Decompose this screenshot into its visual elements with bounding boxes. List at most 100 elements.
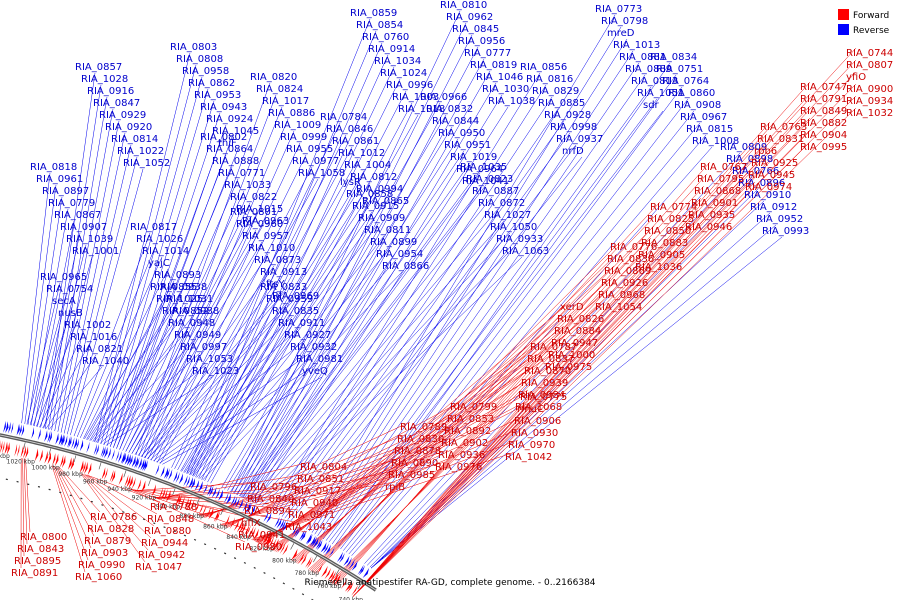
forward-leader-line — [158, 461, 311, 500]
forward-gene-label: RIA_0879 — [84, 536, 131, 547]
reverse-leader-line — [128, 214, 257, 453]
reverse-leader-line — [261, 256, 523, 507]
forward-gene-label: RIA_0830 — [397, 434, 444, 445]
reverse-gene-label: RIA_0860 — [668, 88, 715, 99]
reverse-leader-line — [93, 328, 189, 442]
tick-label: 980 kbp — [58, 471, 83, 478]
reverse-gene-label: RIA_0819 — [470, 60, 517, 71]
reverse-feature — [362, 567, 370, 578]
reverse-feature — [93, 443, 97, 456]
forward-feature — [208, 507, 214, 520]
reverse-feature — [165, 468, 170, 480]
reverse-feature — [357, 564, 364, 575]
reverse-gene-label: RIA_1031 — [166, 294, 213, 305]
forward-feature — [118, 472, 123, 485]
reverse-gene-label: RIA_1035 — [460, 162, 507, 173]
reverse-gene-label: RIA_0899 — [370, 237, 417, 248]
forward-gene-label: RIA_0968 — [598, 290, 645, 301]
forward-gene-label: RIA_0930 — [511, 428, 558, 439]
reverse-leader-line — [134, 253, 269, 455]
reverse-feature — [206, 484, 212, 496]
reverse-leader-line — [237, 34, 473, 496]
reverse-feature — [203, 483, 208, 495]
forward-feature — [346, 581, 354, 593]
reverse-gene-label: yajC — [148, 258, 170, 269]
reverse-feature — [75, 438, 79, 451]
forward-feature — [52, 452, 56, 466]
forward-gene-label: RIA_1042 — [505, 452, 552, 463]
reverse-leader-line — [192, 42, 383, 477]
reverse-leader-line — [210, 114, 419, 484]
forward-leader-line — [352, 107, 857, 597]
reverse-feature — [305, 533, 312, 545]
reverse-gene-label: RIA_1025 — [156, 294, 203, 305]
reverse-feature — [211, 487, 217, 498]
forward-gene-label: RIA_0786 — [90, 512, 137, 523]
forward-feature — [151, 484, 156, 497]
reverse-gene-label: RIA_0866 — [382, 261, 429, 272]
forward-feature — [23, 445, 26, 459]
reverse-gene-label: RIA_1053 — [186, 354, 233, 365]
reverse-gene-label: RIA_1016 — [70, 332, 117, 343]
forward-feature — [329, 571, 337, 583]
reverse-leader-line — [187, 211, 373, 475]
reverse-leader-line — [159, 364, 317, 464]
reverse-leader-line — [331, 62, 671, 545]
forward-feature — [259, 532, 266, 544]
reverse-gene-label: RIA_0773 — [595, 4, 642, 15]
forward-leader-line — [222, 437, 452, 527]
reverse-leader-line — [240, 172, 481, 498]
reverse-leader-line — [160, 178, 319, 464]
reverse-leader-line — [21, 172, 51, 424]
forward-gene-label: RIA_0825 — [647, 214, 694, 225]
reverse-feature — [294, 527, 301, 538]
tick-mark — [48, 448, 51, 456]
forward-feature — [250, 527, 256, 539]
reverse-gene-label: RIA_0962 — [446, 12, 493, 23]
reverse-leader-line — [30, 208, 69, 426]
forward-feature — [87, 462, 92, 476]
tick-mark — [335, 569, 340, 576]
forward-gene-label: RIA_0884 — [554, 326, 601, 337]
forward-gene-label: RIA_0744 — [846, 48, 893, 59]
reverse-feature — [47, 430, 51, 443]
forward-gene-label: RIA_0747 — [800, 82, 847, 93]
reverse-gene-label: RIA_0948 — [168, 318, 215, 329]
forward-feature — [109, 469, 114, 483]
reverse-feature — [21, 424, 25, 437]
reverse-gene-label: yveQ — [302, 366, 328, 377]
tick-mark — [123, 470, 127, 478]
forward-gene-label: RIA_1043 — [285, 522, 332, 533]
reverse-gene-label: RIA_1009 — [274, 120, 321, 131]
forward-feature — [272, 538, 279, 551]
tick-label: 940 kbp — [107, 486, 132, 493]
forward-leader-line — [259, 365, 535, 544]
forward-gene-label: RIA_0944 — [141, 538, 188, 549]
forward-gene-label: RIA_0791 — [800, 94, 847, 105]
reverse-gene-label: RIA_0885 — [538, 98, 585, 109]
reverse-gene-label: RIA_0811 — [364, 225, 411, 236]
reverse-leader-line — [204, 90, 407, 481]
reverse-gene-label: RIA_0777 — [464, 48, 511, 59]
forward-leader-line — [22, 458, 25, 557]
reverse-leader-line — [131, 241, 263, 454]
reverse-gene-label: RIA_0751 — [656, 64, 703, 75]
reverse-leader-line — [40, 244, 87, 428]
reverse-gene-label: RIA_0803 — [170, 42, 217, 53]
reverse-feature — [336, 551, 344, 563]
reverse-leader-line — [221, 102, 441, 489]
reverse-gene-label: RIA_1034 — [374, 56, 421, 67]
backbone-highlight — [0, 434, 377, 591]
forward-feature — [25, 446, 29, 459]
reverse-feature — [61, 434, 65, 447]
reverse-leader-line — [195, 54, 389, 478]
reverse-leader-line — [281, 120, 565, 517]
reverse-gene-label: RIA_0956 — [458, 36, 505, 47]
reverse-leader-line — [207, 102, 413, 483]
reverse-leader-line — [343, 110, 695, 551]
reverse-leader-line — [284, 132, 571, 519]
forward-leader-line — [225, 413, 458, 528]
reverse-feature — [238, 498, 244, 510]
reverse-leader-line — [113, 124, 227, 448]
reverse-leader-line — [189, 194, 377, 475]
